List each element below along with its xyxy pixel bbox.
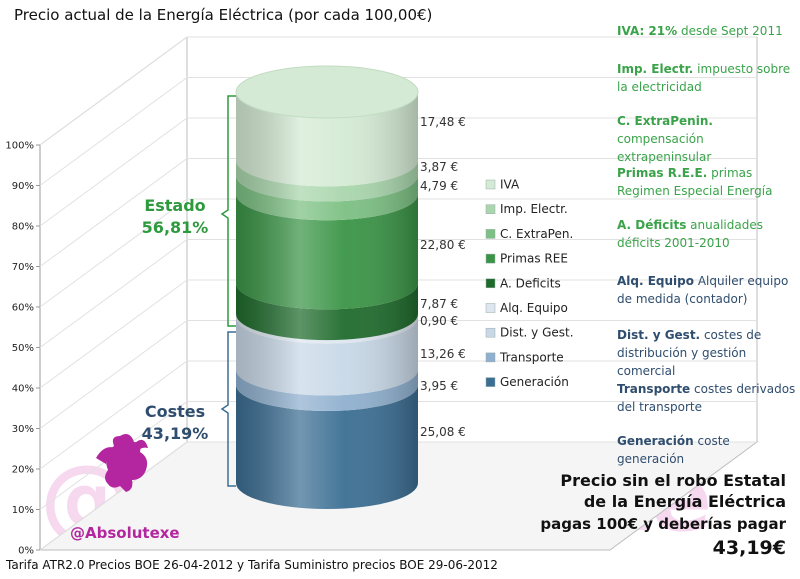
group-brackets <box>220 95 236 487</box>
legend-swatch-alq-equipo <box>485 303 496 313</box>
value-label-transporte: 3,95 € <box>420 379 458 393</box>
legend: IVA Imp. Electr. C. ExtraPen. Primas REE A. … <box>485 178 574 389</box>
legend-swatch-primas-ree <box>485 253 496 264</box>
group-pct-costes: 43,19% <box>141 424 209 443</box>
gridline <box>39 198 757 308</box>
y-tick-label: 40% <box>12 384 34 395</box>
y-tick-label: 10% <box>12 505 34 516</box>
y-tick-label: 30% <box>12 424 34 435</box>
note-extrapen: C. ExtraPenin. compensación extrapeninsu… <box>617 114 713 164</box>
cylinder-shading <box>236 92 418 509</box>
y-tick-label: 90% <box>12 181 34 192</box>
note-iva: IVA: 21% desde Sept 2011 <box>617 24 783 38</box>
note-primas: Primas R.E.E. primas Regimen Especial En… <box>617 166 773 198</box>
bottom-note-line3: pagas 100€ y deberías pagar 43,19€ <box>490 512 786 561</box>
value-label-dist-y-gest: 13,26 € <box>420 347 466 361</box>
footer-source: Tarifa ATR2.0 Precios BOE 26-04-2012 y T… <box>6 558 498 572</box>
legend-swatch-generaci-n <box>485 377 496 387</box>
griffin-logo <box>96 434 148 492</box>
stacked-cylinder <box>235 65 419 509</box>
y-tick-label: 60% <box>12 303 34 314</box>
note-deficits: A. Déficits anualidades déficits 2001-20… <box>617 218 763 250</box>
value-label-alq-equipo: 0,90 € <box>420 314 458 328</box>
gridline <box>39 239 757 348</box>
note-imp-electr: Imp. Electr. impuesto sobre la electrici… <box>617 62 791 94</box>
value-label-a-deficits: 7,87 € <box>420 297 458 311</box>
legend-label-alq-equipo: Alq. Equipo <box>500 301 568 315</box>
note-generacion: Generación coste generación <box>617 434 730 466</box>
gridline <box>39 36 757 146</box>
gridline <box>39 360 757 470</box>
group-name-costes: Costes <box>144 402 206 421</box>
value-label-primas-ree: 22,80 € <box>420 238 466 252</box>
note-transporte: Transporte costes derivados del transpor… <box>617 382 796 414</box>
legend-label-c-extrapen: C. ExtraPen. <box>500 227 573 241</box>
y-tick-label: 50% <box>12 343 34 354</box>
value-label-generaci-n: 25,08 € <box>420 425 466 439</box>
y-tick-label: 70% <box>12 262 34 273</box>
value-labels: 25,08 € 3,95 € 13,26 € 0,90 € 7,87 € 22,80 € 4… <box>420 115 466 439</box>
legend-swatch-a-deficits <box>485 278 496 289</box>
legend-swatch-iva <box>485 179 496 190</box>
gridlines <box>39 36 757 551</box>
legend-label-imp-electr: Imp. Electr. <box>500 202 568 216</box>
gridline <box>39 320 757 429</box>
gridline <box>39 441 757 551</box>
gridline <box>39 158 757 267</box>
group-label-estado: Estado 56,81% <box>130 195 220 239</box>
bracket-estado <box>220 95 236 327</box>
value-label-imp-electr: 3,87 € <box>420 160 458 174</box>
bottom-note-line1: Precio sin el robo Estatal <box>560 471 786 490</box>
note-dist-gest: Dist. y Gest. costes de distribución y g… <box>617 328 762 378</box>
legend-label-primas-ree: Primas REE <box>500 252 568 266</box>
legend-swatch-c-extrapen <box>485 229 496 239</box>
value-label-iva: 17,48 € <box>420 115 466 129</box>
bottom-note-line2: de la Energía Eléctrica <box>583 492 786 511</box>
y-axis-ticks: 0% 10% 20% 30% 40% 50% 60% 70% 80% 90% 100% <box>5 141 40 557</box>
gridline <box>39 77 757 186</box>
group-label-costes: Costes 43,19% <box>130 401 220 445</box>
gridline <box>39 401 757 510</box>
y-tick-label: 0% <box>18 546 34 557</box>
gridline <box>39 117 757 227</box>
legend-swatch-dist-y-gest <box>485 327 496 338</box>
legend-label-a-deficits: A. Deficits <box>500 276 561 290</box>
gridline <box>39 279 757 389</box>
bracket-costes <box>220 331 236 487</box>
y-tick-label: 80% <box>12 222 34 233</box>
twitter-handle: @Absolutexe <box>70 524 180 542</box>
note-alq-equipo: Alq. Equipo Alquiler equipo de medida (c… <box>617 274 789 306</box>
y-tick-label: 100% <box>5 141 34 152</box>
legend-label-dist-y-gest: Dist. y Gest. <box>500 326 574 340</box>
legend-swatch-transporte <box>485 352 496 363</box>
legend-label-generaci-n: Generación <box>500 375 569 389</box>
chart-title: Precio actual de la Energía Eléctrica (p… <box>14 6 433 24</box>
y-tick-label: 20% <box>12 465 34 476</box>
legend-label-iva: IVA <box>500 178 520 192</box>
bottom-note: Precio sin el robo Estatal de la Energía… <box>490 470 786 561</box>
legend-label-transporte: Transporte <box>499 350 564 364</box>
group-name-estado: Estado <box>144 196 206 215</box>
bottom-note-line3-text: pagas 100€ y deberías pagar <box>540 515 786 533</box>
group-pct-estado: 56,81% <box>141 218 209 237</box>
value-label-c-extrapen: 4,79 € <box>420 179 458 193</box>
legend-swatch-imp-electr <box>485 204 496 214</box>
cylinder-top-cap <box>235 65 419 119</box>
bottom-note-amount: 43,19€ <box>712 537 786 559</box>
